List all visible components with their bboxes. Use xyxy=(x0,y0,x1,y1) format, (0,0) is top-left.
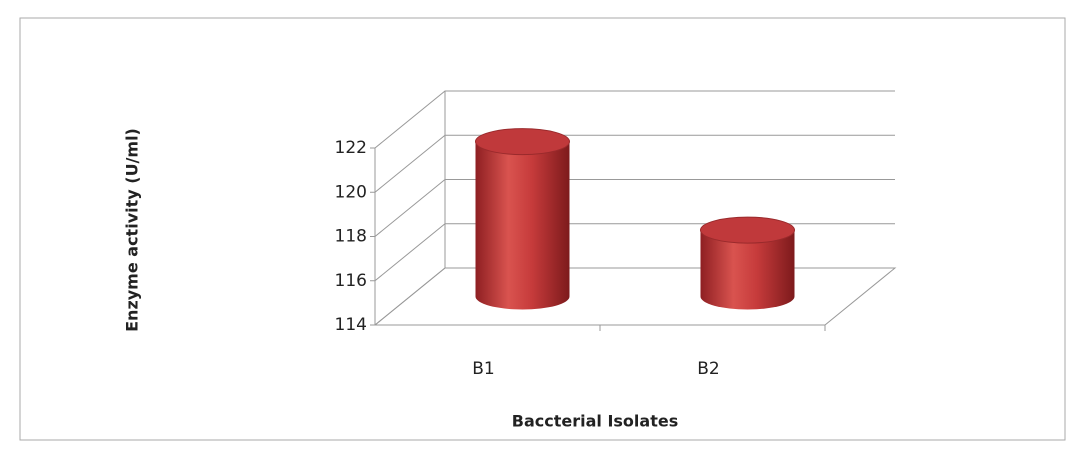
bar xyxy=(475,128,570,310)
x-axis-title: Baccterial Isolates xyxy=(512,412,678,431)
bar-top xyxy=(475,128,570,156)
grid-line xyxy=(374,134,895,193)
bar xyxy=(700,216,795,310)
grid-line xyxy=(374,179,895,237)
y-tick-label: 118 xyxy=(335,227,367,247)
bar-body xyxy=(700,230,795,310)
y-tick-label: 120 xyxy=(335,182,367,202)
bar-top xyxy=(700,216,795,244)
bar-body xyxy=(475,141,570,310)
y-tick-label: 114 xyxy=(335,315,367,335)
grid-line xyxy=(374,90,895,149)
x-tick-label: B2 xyxy=(697,359,719,379)
y-tick-label: 122 xyxy=(335,138,367,158)
y-tick-label: 116 xyxy=(335,271,367,291)
x-tick-label: B1 xyxy=(472,359,494,379)
y-axis-title: Enzyme activity (U/ml) xyxy=(123,128,142,332)
